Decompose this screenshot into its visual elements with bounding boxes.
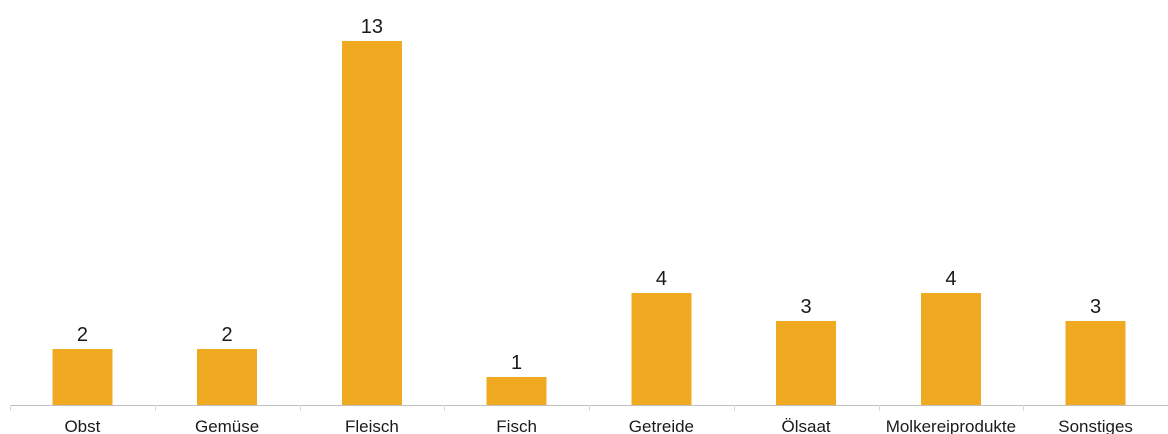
data-label-obst: 2 [77, 324, 88, 346]
data-labels-group: 2 2 13 1 4 3 4 3 [77, 16, 1101, 374]
bar-sonstiges [1065, 321, 1126, 405]
x-tick-label-gemuse: Gemüse [195, 417, 259, 434]
data-label-fisch: 1 [511, 352, 522, 374]
x-tick-label-obst: Obst [64, 417, 100, 434]
bar-obst [52, 349, 113, 405]
bar-gemuse [197, 349, 258, 405]
bar-fleisch [341, 41, 402, 405]
x-tick-label-sonstiges: Sonstiges [1058, 417, 1133, 434]
bar-molkereiprodukte [920, 293, 981, 405]
x-tick-label-getreide: Getreide [629, 417, 694, 434]
x-tick-label-molkereiprodukte: Molkereiprodukte [886, 417, 1016, 434]
x-axis-tick-labels-group: Obst Gemüse Fleisch Fisch Getreide Ölsaat Molk… [64, 417, 1132, 434]
bar-getreide [631, 293, 692, 405]
data-label-olsaat: 3 [801, 296, 812, 318]
bar-olsaat [776, 321, 837, 405]
data-label-sonstiges: 3 [1090, 296, 1101, 318]
x-tick-label-olsaat: Ölsaat [782, 417, 831, 434]
bar-fisch [486, 377, 547, 405]
data-label-gemuse: 2 [222, 324, 233, 346]
x-tick-label-fisch: Fisch [496, 417, 537, 434]
data-label-getreide: 4 [656, 268, 667, 290]
x-tick-label-fleisch: Fleisch [345, 417, 399, 434]
bars-group [52, 41, 1126, 405]
data-label-fleisch: 13 [361, 16, 383, 38]
data-label-molkereiprodukte: 4 [945, 268, 956, 290]
x-axis-ticks-group [10, 405, 1024, 411]
